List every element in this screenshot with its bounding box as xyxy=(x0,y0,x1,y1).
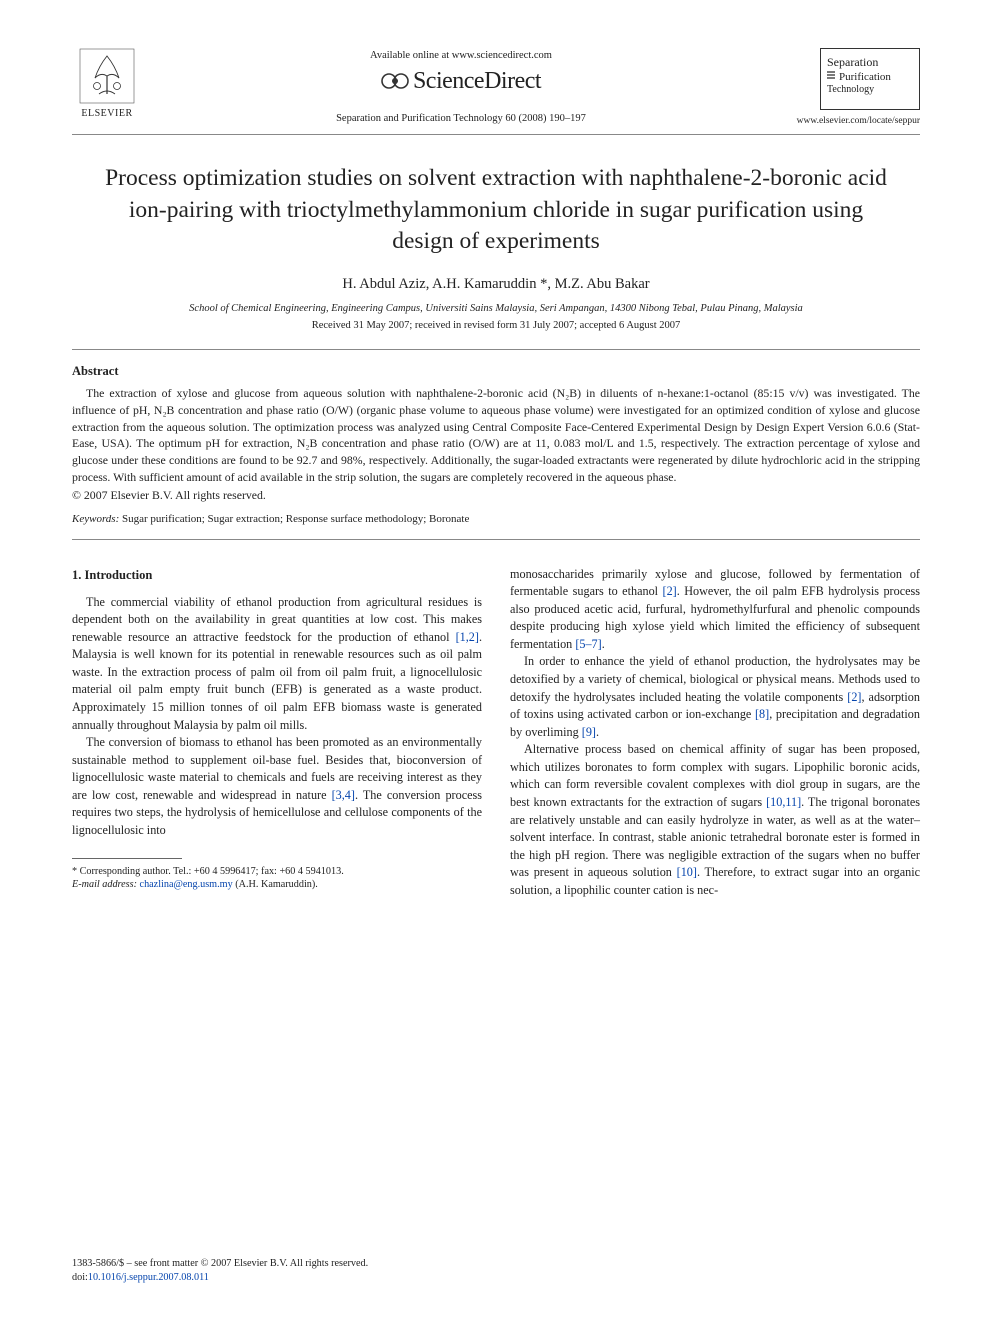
intro-para-4: In order to enhance the yield of ethanol… xyxy=(510,653,920,741)
bottom-metadata: 1383-5866/$ – see front matter © 2007 El… xyxy=(72,1257,368,1285)
ref-link[interactable]: [2] xyxy=(847,690,861,704)
ref-link[interactable]: [3,4] xyxy=(332,788,355,802)
section-heading-intro: 1. Introduction xyxy=(72,566,482,584)
science-direct-logo: ScienceDirect xyxy=(381,67,541,95)
footnote-email-line: E-mail address: chazlina@eng.usm.my (A.H… xyxy=(72,878,482,892)
right-column: monosaccharides primarily xylose and glu… xyxy=(510,566,920,900)
publisher-logo-block: ELSEVIER xyxy=(72,48,142,119)
ref-link[interactable]: [9] xyxy=(582,725,596,739)
body-columns: 1. Introduction The commercial viability… xyxy=(72,566,920,900)
footnote-email-label: E-mail address: xyxy=(72,879,140,890)
ref-link[interactable]: [5–7] xyxy=(575,637,601,651)
science-direct-text: ScienceDirect xyxy=(413,68,541,95)
doi-link[interactable]: 10.1016/j.seppur.2007.08.011 xyxy=(88,1272,209,1283)
abstract-body: The extraction of xylose and glucose fro… xyxy=(72,385,920,486)
divider xyxy=(72,539,920,540)
footnote-corr: * Corresponding author. Tel.: +60 4 5996… xyxy=(72,865,482,879)
intro-para-1: The commercial viability of ethanol prod… xyxy=(72,594,482,735)
keywords-line: Keywords: Sugar purification; Sugar extr… xyxy=(72,513,920,525)
doi-line: doi:10.1016/j.seppur.2007.08.011 xyxy=(72,1271,368,1285)
list-bars-icon xyxy=(827,70,837,83)
journal-cover-line1: Separation xyxy=(827,55,913,70)
footnote-divider xyxy=(72,858,182,859)
journal-cover-thumbnail: Separation Purification Technology xyxy=(820,48,920,110)
left-column: 1. Introduction The commercial viability… xyxy=(72,566,482,900)
journal-cover-line2: Purification xyxy=(827,70,913,83)
front-matter-line: 1383-5866/$ – see front matter © 2007 El… xyxy=(72,1257,368,1271)
keywords-value: Sugar purification; Sugar extraction; Re… xyxy=(122,513,469,525)
available-online-text: Available online at www.sciencedirect.co… xyxy=(142,50,780,61)
science-direct-icon xyxy=(381,67,409,95)
article-dates: Received 31 May 2007; received in revise… xyxy=(72,320,920,331)
divider xyxy=(72,349,920,350)
intro-para-2: The conversion of biomass to ethanol has… xyxy=(72,734,482,839)
abstract-copyright: © 2007 Elsevier B.V. All rights reserved… xyxy=(72,488,920,503)
journal-cover-line2-text: Purification xyxy=(839,71,891,83)
corresponding-author-footnote: * Corresponding author. Tel.: +60 4 5996… xyxy=(72,865,482,893)
ref-link[interactable]: [1,2] xyxy=(456,630,479,644)
ref-link[interactable]: [10,11] xyxy=(766,795,801,809)
affiliation-line: School of Chemical Engineering, Engineer… xyxy=(72,303,920,314)
intro-para-5: Alternative process based on chemical af… xyxy=(510,741,920,899)
authors-line: H. Abdul Aziz, A.H. Kamaruddin *, M.Z. A… xyxy=(72,276,920,293)
keywords-label: Keywords: xyxy=(72,513,119,525)
header-center: Available online at www.sciencedirect.co… xyxy=(142,48,780,124)
abstract-heading: Abstract xyxy=(72,364,920,379)
journal-url: www.elsevier.com/locate/seppur xyxy=(780,116,920,126)
footnote-email-link[interactable]: chazlina@eng.usm.my xyxy=(140,879,233,890)
abstract-section: Abstract The extraction of xylose and gl… xyxy=(72,364,920,525)
journal-block: Separation Purification Technology www.e… xyxy=(780,48,920,126)
citation-line: Separation and Purification Technology 6… xyxy=(142,113,780,124)
page-header: ELSEVIER Available online at www.science… xyxy=(72,48,920,135)
article-title: Process optimization studies on solvent … xyxy=(96,163,896,258)
intro-para-3: monosaccharides primarily xylose and glu… xyxy=(510,566,920,654)
doi-label: doi: xyxy=(72,1272,88,1283)
footnote-email-after: (A.H. Kamaruddin). xyxy=(233,879,318,890)
journal-cover-line3: Technology xyxy=(827,84,913,95)
ref-link[interactable]: [2] xyxy=(663,584,677,598)
ref-link[interactable]: [8] xyxy=(755,707,769,721)
ref-link[interactable]: [10] xyxy=(677,865,697,879)
elsevier-tree-icon xyxy=(79,48,135,104)
elsevier-label: ELSEVIER xyxy=(72,108,142,119)
